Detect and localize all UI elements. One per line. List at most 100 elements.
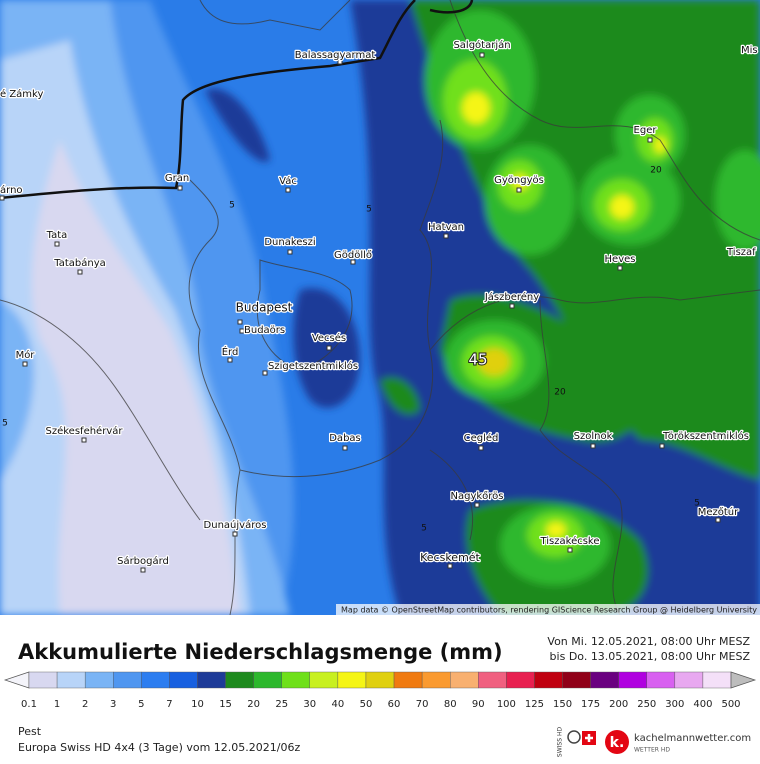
place-label: Budapest xyxy=(236,301,293,315)
legend-tick-label: 20 xyxy=(247,699,260,710)
color-swatch xyxy=(113,671,142,689)
color-swatch xyxy=(674,671,704,689)
legend-tick-label: 100 xyxy=(497,699,516,710)
below-arrow xyxy=(3,671,30,689)
legend-tick-label: 0.1 xyxy=(21,699,37,710)
color-swatch xyxy=(84,671,114,689)
contour-label: 5 xyxy=(2,419,8,429)
place-label: Mezőtúr xyxy=(698,506,739,518)
legend-tick-label: 125 xyxy=(525,699,544,710)
legend-tick-label: 250 xyxy=(637,699,656,710)
color-swatch xyxy=(365,671,395,689)
contour-label: 20 xyxy=(554,388,566,398)
color-swatch xyxy=(618,671,647,689)
place-labels: Balassagyarmat Salgótarján Mis é Zámky E… xyxy=(0,38,759,569)
legend-tick-label: 300 xyxy=(665,699,684,710)
color-swatch xyxy=(450,671,479,689)
color-swatch xyxy=(590,671,619,689)
svg-text:k.: k. xyxy=(610,735,625,751)
legend-tick-label: 5 xyxy=(138,699,144,710)
place-label: Mór xyxy=(16,349,36,361)
logo-sub: WETTER HD xyxy=(634,747,670,754)
place-label: Tiszaf xyxy=(726,247,756,258)
color-swatch xyxy=(56,671,86,689)
legend-tick-label: 40 xyxy=(332,699,345,710)
legend-tick-label: 500 xyxy=(721,699,740,710)
place-label: Szolnok xyxy=(574,431,613,442)
place-label: Kecskemét xyxy=(420,551,480,564)
legend-tick-label: 2 xyxy=(82,699,88,710)
legend-tick-label: 400 xyxy=(693,699,712,710)
map: Balassagyarmat Salgótarján Mis é Zámky E… xyxy=(0,0,760,615)
color-swatch xyxy=(169,671,198,689)
place-label: Cegléd xyxy=(464,432,499,444)
attribution: Map data © OpenStreetMap contributors, r… xyxy=(341,606,757,615)
place-label: Dunaújváros xyxy=(204,519,267,531)
color-swatch xyxy=(253,671,282,689)
place-label: Sárbogárd xyxy=(117,555,169,567)
model-run: Europa Swiss HD 4x4 (3 Tage) vom 12.05.2… xyxy=(18,741,300,754)
legend-title: Akkumulierte Niederschlagsmenge (mm) xyxy=(18,640,503,664)
color-swatch xyxy=(562,671,591,689)
legend-tick-label: 80 xyxy=(444,699,457,710)
place-label: árno xyxy=(0,184,23,196)
place-label: Tata xyxy=(46,230,68,241)
place-label: Salgótarján xyxy=(453,39,510,51)
contour-label: 5 xyxy=(421,524,427,534)
contour-label: 5 xyxy=(229,201,235,211)
place-label: Vác xyxy=(279,175,297,187)
place-label: Gran xyxy=(165,173,189,184)
legend-tick-label: 60 xyxy=(388,699,401,710)
place-label: Hatvan xyxy=(428,222,464,233)
contour-labels: 5 5 20 20 45 5 5 5 xyxy=(2,166,700,534)
legend-tick-label: 50 xyxy=(360,699,373,710)
color-swatch xyxy=(281,671,311,689)
contour-label: 45 xyxy=(468,351,487,369)
place-label: Törökszentmiklós xyxy=(662,430,749,442)
color-bar: 0.1 1 2 3 5 7 10 15 20 25 30 40 50 60 70 80 90 100 125 150 1… xyxy=(3,671,757,710)
place-label: Budaörs xyxy=(244,325,285,336)
color-swatch xyxy=(646,671,676,689)
place-label: Balassagyarmat xyxy=(295,50,376,61)
contour-label: 20 xyxy=(650,166,662,176)
place-label: Tiszakécske xyxy=(539,535,599,547)
logos: SWISS HD k. kachelmannwetter.com WETTER … xyxy=(557,727,752,758)
color-swatch xyxy=(28,671,58,689)
legend-tick-label: 70 xyxy=(416,699,429,710)
legend-tick-label: 15 xyxy=(219,699,232,710)
place-label: Dunakeszi xyxy=(264,237,315,248)
legend-tick-label: 200 xyxy=(609,699,628,710)
color-swatch xyxy=(197,671,226,689)
place-label: Szigetszentmiklós xyxy=(268,360,358,372)
color-swatch xyxy=(337,671,367,689)
color-swatch xyxy=(506,671,535,689)
swiss-hd: SWISS HD xyxy=(557,727,564,758)
place-label: Mis xyxy=(741,45,758,56)
color-swatch xyxy=(478,671,507,689)
region: Pest xyxy=(18,725,42,738)
legend-tick-label: 7 xyxy=(166,699,172,710)
legend-tick-label: 1 xyxy=(54,699,60,710)
place-label: Heves xyxy=(605,254,636,265)
place-label: Tatabánya xyxy=(53,257,106,269)
legend-tick-label: 90 xyxy=(472,699,485,710)
logo-text: kachelmannwetter.com xyxy=(634,733,751,744)
place-label: Nagykőrös xyxy=(450,490,503,502)
color-swatch xyxy=(702,671,732,689)
place-label: Érd xyxy=(222,345,239,358)
place-label: Székesfehérvár xyxy=(46,425,124,437)
color-swatch xyxy=(393,671,423,689)
color-swatch xyxy=(141,671,170,689)
color-swatch xyxy=(309,671,339,689)
legend-tick-label: 3 xyxy=(110,699,116,710)
place-label: Dabas xyxy=(329,433,361,444)
place-label: Jászberény xyxy=(484,291,539,303)
place-label: Gyöngyös xyxy=(494,175,544,186)
legend-tick-label: 10 xyxy=(191,699,204,710)
period-to: bis Do. 13.05.2021, 08:00 Uhr MESZ xyxy=(550,650,751,663)
above-arrow xyxy=(730,671,757,689)
place-label: Eger xyxy=(634,125,658,136)
color-swatch xyxy=(225,671,254,689)
place-label: Vecsés xyxy=(312,332,346,344)
